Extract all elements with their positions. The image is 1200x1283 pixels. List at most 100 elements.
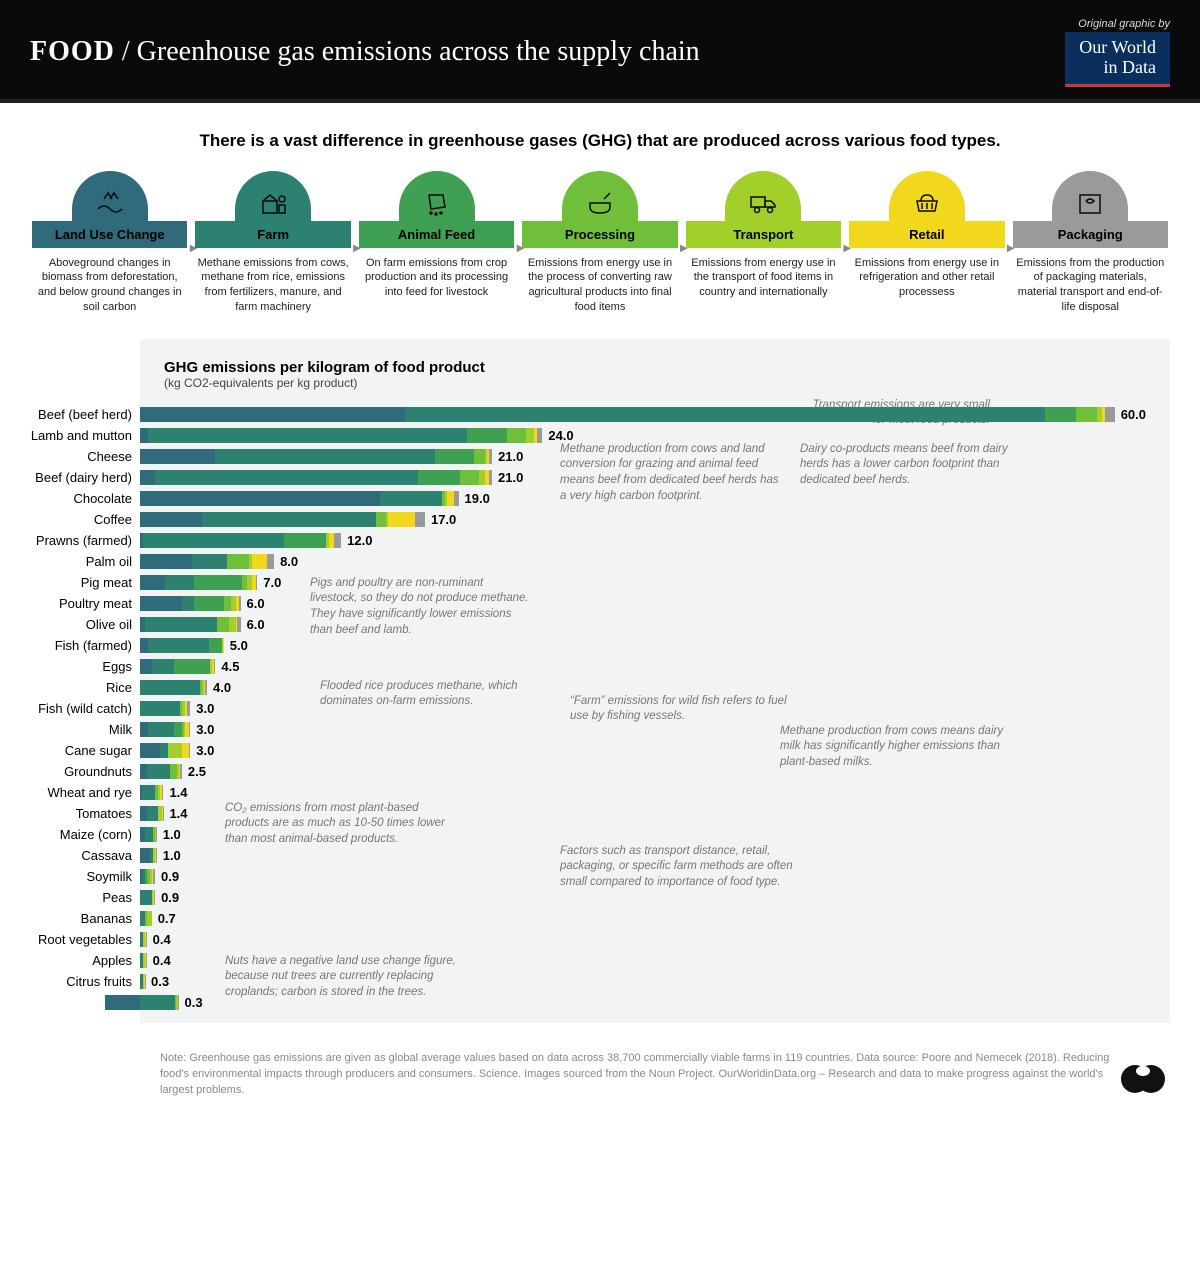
bar-row: Cane sugar 3.0	[140, 740, 1146, 761]
bar-segment-land_use	[140, 806, 147, 821]
bar-value: 60.0	[1121, 407, 1146, 422]
bars-container: Transport emissions are very small for m…	[140, 404, 1146, 1013]
bar-segment-packaging	[205, 680, 207, 695]
bar-value: 19.0	[465, 491, 490, 506]
bar-segment-packaging	[537, 428, 542, 443]
bar-value: 0.9	[161, 890, 179, 905]
bar-track: 21.0	[140, 449, 1146, 464]
stage-icon-circle	[889, 171, 965, 221]
bar-segment-farm	[140, 701, 180, 716]
bar-segment-animal_feed	[174, 659, 211, 674]
bar-segment-land_use	[140, 575, 165, 590]
bar-segment-packaging	[334, 533, 341, 548]
bar-row: Soymilk 0.9	[140, 866, 1146, 887]
bar-segment-land_use	[140, 428, 148, 443]
bar-segment-packaging	[415, 512, 425, 527]
bar-track: 3.0	[140, 722, 1146, 737]
bar-row: Pig meat 7.0	[140, 572, 1146, 593]
bar-value: 21.0	[498, 449, 523, 464]
bar-track: 24.0	[140, 428, 1146, 443]
bar-track: 3.0	[140, 743, 1146, 758]
bar-track: 1.4	[140, 785, 1146, 800]
bar-track: 0.9	[140, 869, 1146, 884]
bar-label: Coffee	[0, 509, 140, 530]
bar-segment-farm	[405, 407, 1045, 422]
bar-track: 4.0	[140, 680, 1146, 695]
bar-value: 1.0	[163, 848, 181, 863]
bar-segment-animal_feed	[284, 533, 326, 548]
bar-value: 4.0	[213, 680, 231, 695]
bar-segment-farm	[148, 722, 173, 737]
stage-icon-circle	[72, 171, 148, 221]
bar-row: Poultry meat 6.0	[140, 593, 1146, 614]
bar-label: Bananas	[0, 908, 140, 929]
chart-title-block: GHG emissions per kilogram of food produ…	[140, 359, 1146, 390]
bar-segment-farm	[145, 827, 153, 842]
bar-segment-animal_feed	[209, 638, 222, 653]
bar-segment-land_use	[140, 722, 148, 737]
bar-segment-land_use	[140, 638, 148, 653]
bar-row: Fish (farmed) 5.0	[140, 635, 1146, 656]
bar-value: 1.0	[163, 827, 181, 842]
bar-segment-farm	[148, 428, 467, 443]
bar-segment-packaging	[180, 764, 182, 779]
stage-label: Animal Feed	[359, 221, 514, 248]
bar-segment-packaging	[187, 701, 190, 716]
bar-label: Poultry meat	[0, 593, 140, 614]
bar-value: 24.0	[548, 428, 573, 443]
bar-track: 1.4	[140, 806, 1146, 821]
bar-label: Tomatoes	[0, 803, 140, 824]
bar-segment-animal_feed	[194, 596, 224, 611]
bar-segment-packaging	[156, 848, 157, 863]
stage-transport: Transport Emissions from energy use in t…	[684, 171, 843, 315]
bar-segment-land-use-negative	[105, 995, 140, 1010]
bar-segment-farm	[182, 596, 194, 611]
bar-segment-packaging	[454, 491, 459, 506]
bar-track: 7.0	[140, 575, 1146, 590]
bar-value: 1.4	[169, 806, 187, 821]
bar-segment-farm	[140, 890, 152, 905]
bar-segment-land_use	[140, 449, 215, 464]
bar-row: Beef (dairy herd) 21.0	[140, 467, 1146, 488]
bar-value: 6.0	[247, 596, 265, 611]
bar-segment-land_use	[140, 491, 380, 506]
bar-segment-animal_feed	[194, 575, 243, 590]
stage-farm: Farm Methane emissions from cows, methan…	[193, 171, 352, 315]
bar-segment-processing	[170, 764, 177, 779]
supply-chain-stages: Land Use Change Aboveground changes in b…	[0, 171, 1200, 339]
bar-label: Milk	[0, 719, 140, 740]
bar-label: Fish (farmed)	[0, 635, 140, 656]
bar-segment-farm	[140, 680, 200, 695]
bar-segment-processing	[217, 617, 229, 632]
bar-segment-farm	[140, 995, 175, 1010]
bar-track: 3.0	[140, 701, 1146, 716]
bar-segment-farm	[147, 764, 170, 779]
stage-label: Transport	[686, 221, 841, 248]
bar-track: 19.0	[140, 491, 1146, 506]
bar-segment-packaging	[146, 953, 147, 968]
stage-description: On farm emissions from crop production a…	[357, 256, 516, 301]
bar-segment-packaging	[1105, 407, 1115, 422]
bar-track: 0.4	[140, 953, 1146, 968]
bar-value: 0.9	[161, 869, 179, 884]
bar-row: Groundnuts 2.5	[140, 761, 1146, 782]
bar-segment-packaging	[146, 932, 147, 947]
bar-track: 0.3	[140, 974, 1146, 989]
bar-label: Soymilk	[0, 866, 140, 887]
bar-label: Citrus fruits	[0, 971, 140, 992]
bar-track: 12.0	[140, 533, 1146, 548]
stage-description: Emissions from the production of packagi…	[1011, 256, 1170, 315]
bar-row: Citrus fruits 0.3	[140, 971, 1146, 992]
bar-segment-retail	[223, 638, 224, 653]
bar-value: 0.4	[153, 953, 171, 968]
bar-label: Palm oil	[0, 551, 140, 572]
bar-segment-land_use	[140, 554, 192, 569]
bar-segment-farm	[142, 785, 155, 800]
bar-label: Peas	[0, 887, 140, 908]
bar-segment-transport	[229, 617, 236, 632]
bar-segment-packaging	[489, 449, 492, 464]
bar-segment-farm	[165, 575, 194, 590]
bar-segment-farm	[380, 491, 442, 506]
page-title: FOOD / Greenhouse gas emissions across t…	[30, 36, 700, 68]
bar-segment-land_use	[140, 596, 182, 611]
